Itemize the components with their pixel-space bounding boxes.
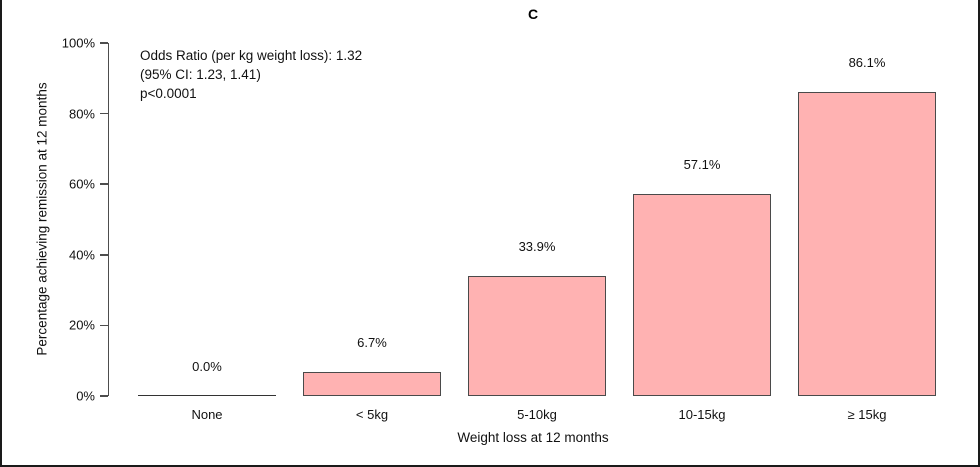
annotation-line-confidence-interval: (95% CI: 1.23, 1.41): [140, 67, 261, 82]
x-axis-title: Weight loss at 12 months: [457, 430, 609, 445]
y-axis-tick-mark: [100, 42, 108, 44]
plot-area: 0% 20% 40% 60% 80% 100% 0.0% None 6.7% < 5kg 33.9%…: [62, 36, 959, 422]
x-axis-tick-label-4: ≥ 15kg: [847, 407, 887, 422]
x-axis-tick-label-3: 10-15kg: [678, 407, 726, 422]
x-axis-tick-label-2: 5-10kg: [517, 407, 557, 422]
bar-4: [798, 92, 936, 396]
y-axis-tick-mark: [100, 324, 108, 327]
y-axis-tick-label: 60%: [68, 176, 95, 192]
bar-0: [138, 394, 276, 396]
bar-2: [468, 276, 606, 396]
y-axis-tick-label: 80%: [68, 106, 95, 122]
odds-ratio-annotation: Odds Ratio (per kg weight loss): 1.32 (9…: [140, 46, 362, 103]
x-axis-tick-label-0: None: [191, 407, 223, 422]
bar-value-label-1: 6.7%: [357, 335, 387, 350]
y-axis-tick-label: 20%: [68, 317, 95, 333]
bar-value-label-4: 86.1%: [848, 55, 886, 70]
annotation-line-odds-ratio: Odds Ratio (per kg weight loss): 1.32: [140, 48, 363, 63]
x-axis-tick-label-1: < 5kg: [355, 407, 389, 422]
y-axis-title: Percentage achieving remission at 12 mon…: [34, 82, 50, 356]
y-axis-tick-label: 40%: [68, 247, 95, 263]
bar-value-label-2: 33.9%: [518, 239, 556, 254]
chart-title: C: [527, 6, 539, 22]
y-axis-tick-mark: [100, 112, 108, 115]
bar-1: [303, 372, 441, 396]
annotation-line-p-value: p<0.0001: [140, 86, 197, 101]
y-axis-tick-label: 0%: [76, 388, 95, 404]
bar-value-label-3: 57.1%: [683, 157, 721, 172]
y-axis-tick-mark: [100, 183, 108, 185]
bar-value-label-0: 0.0%: [192, 359, 222, 374]
bar-3: [633, 194, 771, 396]
y-axis-tick-mark: [100, 254, 108, 256]
y-axis-tick-mark: [100, 395, 108, 397]
y-axis-tick-label: 100%: [61, 35, 95, 51]
